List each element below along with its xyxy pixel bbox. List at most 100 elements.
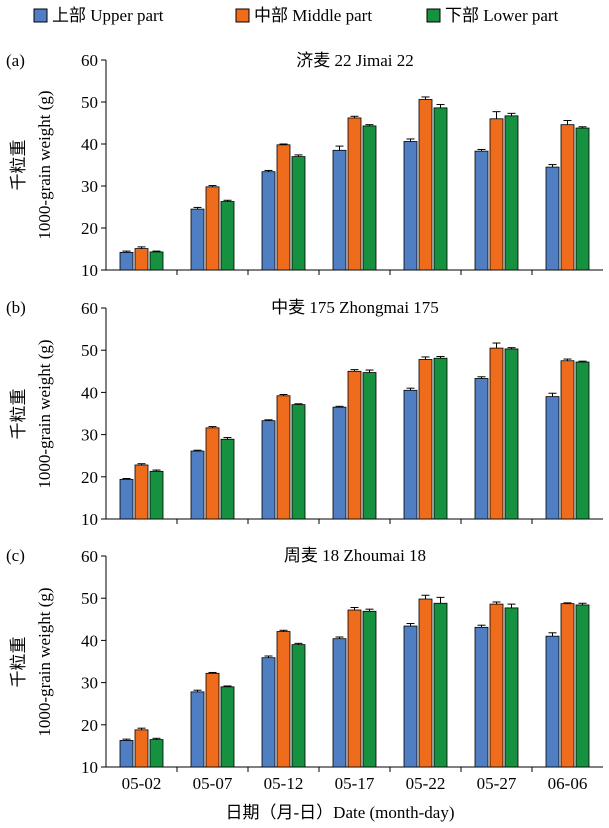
bar-middle [205,672,220,768]
bar-middle [205,186,220,271]
panel-c-title: 周麦 18 Zhoumai 18 [284,546,426,565]
bar-lower [149,251,164,271]
y-tick-label: 20 [81,716,98,735]
bar-middle [134,729,149,768]
bar-lower [575,604,590,768]
y-tick-label: 10 [81,758,98,777]
bar-lower [504,607,519,768]
y-tick-label: 20 [81,219,98,238]
bar-upper [474,378,489,520]
bar-upper [190,450,205,520]
legend-item-upper: 上部 Upper part [33,6,164,25]
bar-upper [545,635,560,768]
y-tick-label: 30 [81,674,98,693]
bar-upper [119,478,134,520]
bar-middle [489,347,504,520]
panel-a-ylabel-en: 1000-grain weight (g) [35,90,54,239]
bar-middle [418,99,433,271]
panel-c-label: (c) [6,546,25,565]
y-tick-label: 10 [81,261,98,280]
bar-middle [560,603,575,768]
x-tick-label: 05-07 [193,774,233,793]
bar-lower [291,404,306,520]
bar-lower [149,470,164,520]
legend-label-upper: 上部 Upper part [52,6,164,25]
bar-lower [362,125,377,271]
x-tick-label: 05-02 [122,774,162,793]
bar-lower [433,602,448,768]
panel-c-ylabel-cn: 千粒重 [9,637,28,688]
panel-a: (a) 济麦 22 Jimai 22 千粒重 1000-grain weight… [6,51,603,280]
bar-upper [403,141,418,271]
bar-lower [575,361,590,520]
bar-upper [261,420,276,520]
y-tick-label: 50 [81,341,98,360]
bar-upper [119,740,134,768]
bar-lower [504,115,519,271]
x-tick-label: 06-06 [548,774,588,793]
bar-middle [134,464,149,520]
y-tick-label: 50 [81,93,98,112]
y-tick-label: 60 [81,547,98,566]
bar-upper [332,406,347,520]
y-tick-label: 60 [81,51,98,70]
panel-c: (c) 周麦 18 Zhoumai 18 千粒重 1000-grain weig… [6,546,603,793]
bar-upper [403,389,418,520]
y-tick-label: 60 [81,299,98,318]
bar-middle [560,360,575,520]
x-axis-title: 日期（月-日）Date (month-day) [226,803,455,822]
bar-upper [261,657,276,768]
x-tick-label: 05-17 [335,774,375,793]
panel-c-ylabel-en: 1000-grain weight (g) [35,587,54,736]
bar-lower [362,610,377,768]
legend-item-middle: 中部 Middle part [235,6,372,25]
bar-upper [261,171,276,271]
x-tick-label: 05-27 [477,774,517,793]
y-tick-label: 40 [81,383,98,402]
bar-lower [433,107,448,271]
x-tick-label: 05-22 [406,774,446,793]
bar-middle [418,359,433,520]
bar-lower [433,357,448,520]
panel-c-plot: 10 20 30 40 50 60 05-02 05-07 05-12 05-17 05-22 05-… [81,547,603,793]
bar-upper [474,626,489,768]
bar-middle [276,395,291,520]
panel-b: (b) 中麦 175 Zhongmai 175 千粒重 1000-grain w… [6,298,603,529]
bar-upper [545,396,560,520]
panel-b-ylabel-en: 1000-grain weight (g) [35,339,54,488]
bar-middle [347,370,362,520]
bar-upper [403,625,418,768]
panel-a-ylabel-cn: 千粒重 [9,140,28,191]
bar-lower [220,686,235,768]
bar-middle [205,427,220,520]
bar-middle [489,118,504,271]
legend-label-lower: 下部 Lower part [445,6,559,25]
y-tick-label: 40 [81,631,98,650]
bar-upper [545,166,560,271]
panel-a-plot: 10 20 30 40 50 60 [81,51,603,280]
bar-lower [220,201,235,271]
y-tick-label: 50 [81,589,98,608]
bar-middle [418,598,433,768]
bar-middle [560,124,575,271]
panel-b-title: 中麦 175 Zhongmai 175 [271,298,439,317]
legend: 上部 Upper part 中部 Middle part 下部 Lower pa… [33,6,559,25]
bar-lower [504,348,519,520]
y-tick-label: 20 [81,468,98,487]
legend-swatch-upper [33,8,48,23]
bar-lower [362,372,377,520]
bar-upper [190,691,205,768]
panel-b-plot: 10 20 30 40 50 60 [81,299,603,529]
bar-lower [575,127,590,271]
y-tick-label: 10 [81,510,98,529]
legend-label-middle: 中部 Middle part [254,6,372,25]
bar-middle [347,117,362,271]
bar-lower [291,156,306,271]
bar-upper [119,251,134,271]
panel-b-ylabel-cn: 千粒重 [9,389,28,440]
bar-lower [149,739,164,768]
panel-b-label: (b) [6,298,26,317]
bar-lower [291,644,306,768]
x-tick-label: 05-12 [264,774,304,793]
